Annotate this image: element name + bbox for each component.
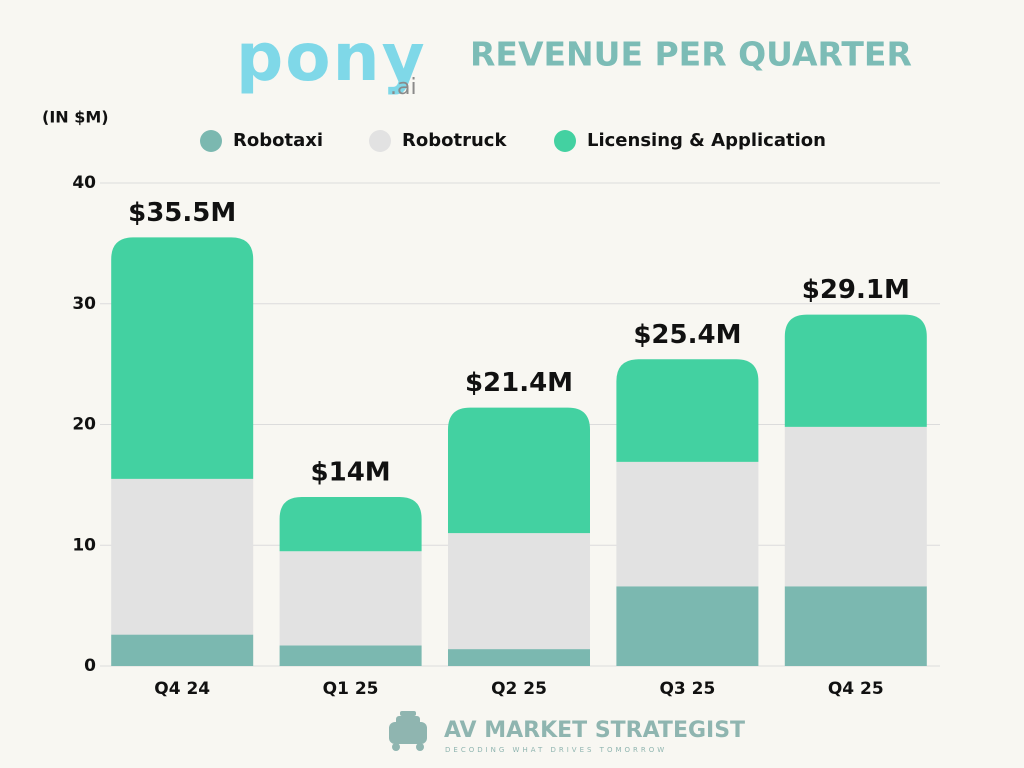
- total-label: $21.4M: [465, 368, 573, 398]
- bar-segment: [448, 533, 590, 650]
- legend-label: Robotaxi: [233, 130, 323, 151]
- footer-icon: [389, 711, 427, 751]
- bar-segment: [784, 586, 927, 666]
- y-tick-label: 30: [72, 294, 96, 314]
- bar-segment: [784, 314, 927, 427]
- x-tick-label: Q2 25: [491, 679, 547, 699]
- bar-segment: [111, 478, 254, 635]
- footer-tagline: DECODING WHAT DRIVES TOMORROW: [445, 746, 667, 754]
- logo-suffix: .ai: [390, 75, 417, 100]
- y-tick-label: 20: [72, 415, 96, 435]
- y-tick-label: 0: [84, 656, 96, 676]
- chart-title: REVENUE PER QUARTER: [470, 35, 912, 74]
- total-label: $25.4M: [633, 320, 741, 350]
- bar-segment: [448, 407, 590, 534]
- legend-swatch: [200, 130, 222, 152]
- bar-segment: [279, 645, 422, 666]
- x-tick-label: Q3 25: [659, 679, 715, 699]
- x-tick-label: Q4 24: [154, 679, 210, 699]
- y-axis-label: (IN $M): [42, 108, 109, 127]
- bar-segment: [616, 586, 759, 666]
- x-tick-label: Q1 25: [323, 679, 379, 699]
- bar-segment: [111, 237, 254, 479]
- footer-title: AV MARKET STRATEGIST: [444, 718, 745, 743]
- total-label: $29.1M: [802, 275, 910, 305]
- bar-segment: [784, 426, 927, 587]
- total-label: $35.5M: [128, 198, 236, 228]
- legend-swatch: [554, 130, 576, 152]
- legend-label: Robotruck: [402, 130, 507, 151]
- y-tick-label: 40: [72, 173, 96, 193]
- total-label: $14M: [311, 457, 391, 487]
- legend-label: Licensing & Application: [587, 130, 826, 151]
- x-tick-label: Q4 25: [828, 679, 884, 699]
- bar-segment: [279, 551, 422, 646]
- bar-segment: [111, 634, 254, 666]
- logo: pony: [236, 19, 427, 96]
- bar-segment: [448, 649, 590, 666]
- bar-segment: [279, 496, 422, 552]
- bar-segment: [616, 359, 759, 462]
- y-tick-label: 10: [72, 535, 96, 555]
- legend-swatch: [369, 130, 391, 152]
- bar-segment: [616, 461, 759, 587]
